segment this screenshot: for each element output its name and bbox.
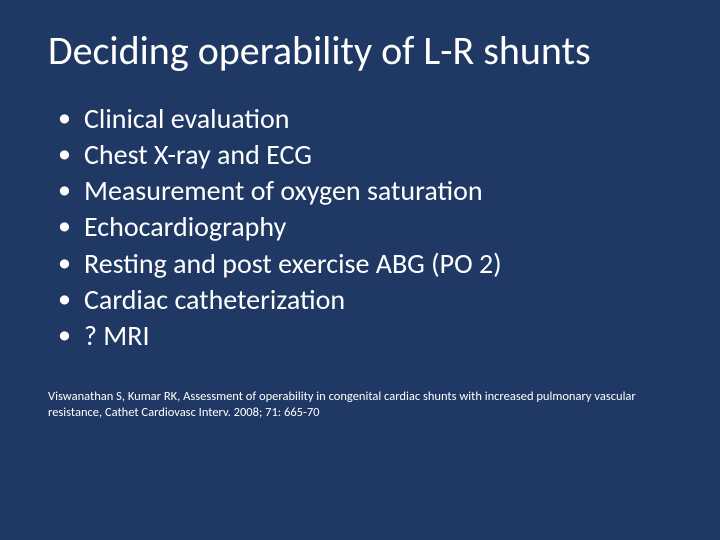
bullet-list: Clinical evaluation Chest X-ray and ECG … — [58, 102, 672, 355]
slide: Deciding operability of L-R shunts Clini… — [0, 0, 720, 540]
citation-text: Viswanathan S, Kumar RK, Assessment of o… — [48, 389, 672, 420]
list-item: Resting and post exercise ABG (PO 2) — [58, 247, 672, 281]
list-item: ? MRI — [58, 319, 672, 353]
list-item: Cardiac catheterization — [58, 283, 672, 317]
list-item: Clinical evaluation — [58, 102, 672, 136]
list-item: Echocardiography — [58, 210, 672, 244]
slide-title: Deciding operability of L-R shunts — [48, 28, 672, 74]
list-item: Chest X-ray and ECG — [58, 138, 672, 172]
list-item: Measurement of oxygen saturation — [58, 174, 672, 208]
